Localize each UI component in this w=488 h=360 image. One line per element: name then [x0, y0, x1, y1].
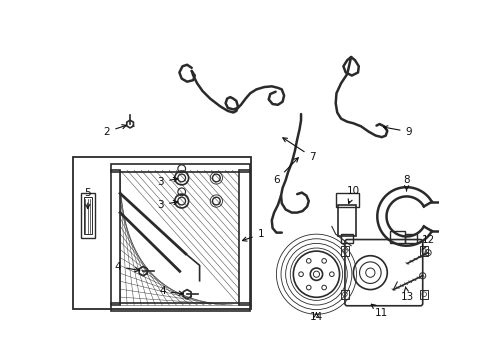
Bar — [335, 193, 358, 207]
Text: 14: 14 — [309, 311, 323, 321]
Text: 13: 13 — [400, 287, 413, 302]
Bar — [84, 197, 91, 234]
Text: 9: 9 — [383, 126, 411, 137]
Bar — [341, 234, 353, 243]
Text: 8: 8 — [403, 175, 409, 191]
Bar — [420, 289, 427, 299]
Text: 12: 12 — [421, 235, 434, 250]
Text: 5: 5 — [84, 188, 91, 208]
Text: 3: 3 — [157, 200, 177, 210]
Text: 10: 10 — [346, 186, 359, 203]
Bar — [239, 170, 250, 305]
Bar — [389, 231, 404, 243]
Bar — [341, 247, 348, 256]
Bar — [73, 157, 250, 309]
Text: 1: 1 — [242, 229, 264, 241]
Text: 6: 6 — [272, 158, 298, 185]
Bar — [341, 289, 348, 299]
Bar — [81, 193, 95, 238]
Text: 7: 7 — [282, 138, 315, 162]
Bar — [404, 234, 416, 243]
Text: 3: 3 — [157, 177, 177, 187]
Text: 4: 4 — [159, 286, 183, 296]
Bar — [420, 247, 427, 256]
Text: 4: 4 — [114, 261, 139, 272]
Text: 2: 2 — [103, 125, 126, 137]
Bar — [111, 303, 250, 311]
Bar — [337, 205, 356, 236]
Bar — [111, 164, 250, 172]
Bar — [111, 170, 120, 305]
Text: 11: 11 — [370, 304, 388, 318]
